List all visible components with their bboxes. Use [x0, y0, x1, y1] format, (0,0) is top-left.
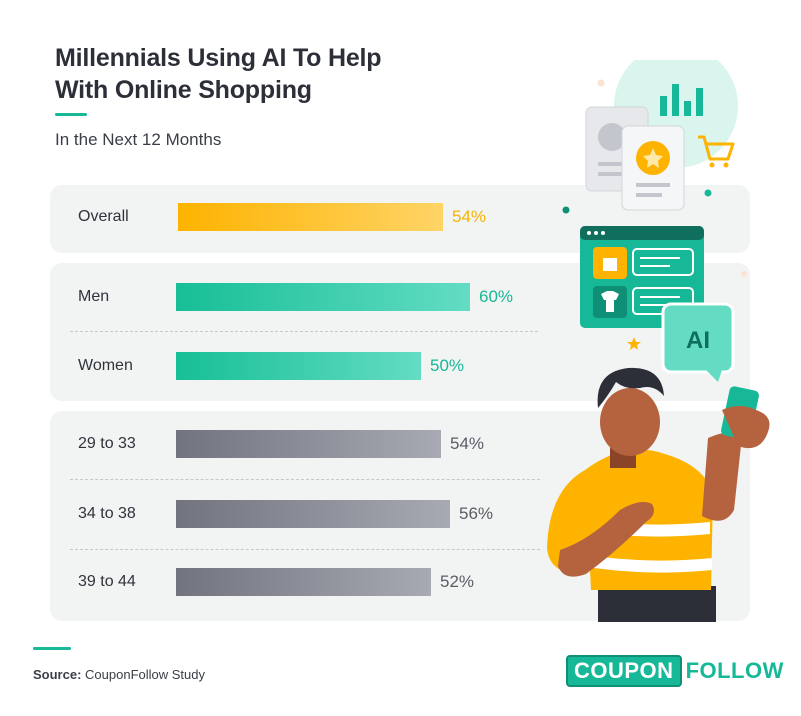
- star-icon: [627, 337, 641, 350]
- category-label: Men: [78, 288, 110, 305]
- source-text: CouponFollow Study: [85, 667, 205, 682]
- shopping-illustration: AI: [547, 60, 770, 622]
- cart-icon: [698, 135, 735, 168]
- bar: [176, 500, 450, 528]
- title-line-1: Millennials Using AI To Help: [55, 44, 382, 72]
- row-divider: [70, 479, 540, 480]
- title-accent-rule: [55, 113, 87, 116]
- chart-title: Millennials Using AI To Help With Online…: [55, 42, 475, 106]
- bar: [176, 430, 441, 458]
- title-line-2: With Online Shopping: [55, 76, 312, 104]
- logo-coupon-box: COUPON: [566, 655, 682, 687]
- favorite-card-icon: [621, 125, 685, 211]
- category-label: Women: [78, 357, 133, 374]
- chart-subtitle: In the Next 12 Months: [55, 130, 222, 149]
- bar: [176, 568, 431, 596]
- category-label: 39 to 44: [78, 573, 136, 590]
- source-note: Source: CouponFollow Study: [33, 667, 205, 682]
- logo-follow-text: FOLLOW: [685, 658, 784, 683]
- category-label: 29 to 33: [78, 435, 136, 452]
- source-prefix: Source:: [33, 667, 82, 682]
- value-label: 54%: [450, 434, 485, 453]
- bar: [176, 283, 470, 311]
- row-divider: [70, 549, 540, 550]
- bar: [176, 352, 421, 380]
- chart-icon: [660, 84, 703, 116]
- value-label: 54%: [452, 207, 487, 226]
- couponfollow-logo: COUPON FOLLOW: [566, 655, 784, 687]
- decor-dot: [597, 79, 605, 87]
- decor-dot: [741, 271, 747, 277]
- decor-dot: [562, 206, 570, 214]
- ai-chat-bubble-icon: AI: [661, 302, 735, 382]
- value-label: 50%: [430, 356, 465, 375]
- category-label: Overall: [78, 208, 129, 225]
- footer-accent-rule: [33, 647, 71, 650]
- person-figure: [547, 367, 770, 622]
- value-label: 60%: [479, 287, 514, 306]
- ai-badge-text: AI: [686, 327, 710, 354]
- category-label: 34 to 38: [78, 505, 136, 522]
- decor-dot: [704, 189, 712, 197]
- row-divider: [70, 331, 538, 332]
- bar: [178, 203, 443, 231]
- value-label: 52%: [440, 572, 475, 591]
- value-label: 56%: [459, 504, 494, 523]
